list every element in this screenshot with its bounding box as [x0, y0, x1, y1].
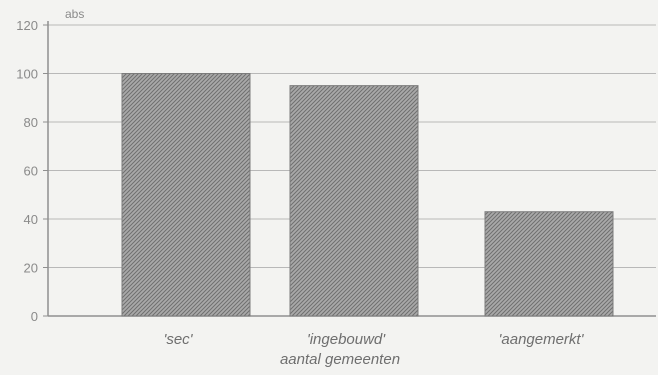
y-tick-label-120: 120 — [16, 18, 38, 33]
bars — [121, 73, 614, 317]
x-category-label-1: 'ingebouwd' — [307, 331, 386, 348]
y-tick-label-60: 60 — [24, 164, 38, 179]
labels: 0 20 40 60 80 100 120 abs 'sec' 'ingebouwd' 'aange… — [16, 7, 584, 368]
bar-0 — [121, 73, 251, 317]
y-axis-label: abs — [65, 7, 84, 21]
bar-1 — [289, 85, 419, 317]
y-tick-label-20: 20 — [24, 261, 38, 276]
x-category-label-2: 'aangemerkt' — [499, 331, 585, 348]
y-tick-label-100: 100 — [16, 67, 38, 82]
y-tick-label-0: 0 — [31, 309, 38, 324]
bar-2 — [484, 211, 614, 317]
y-tick-label-80: 80 — [24, 115, 38, 130]
x-category-label-0: 'sec' — [163, 331, 193, 348]
x-axis-label: aantal gemeenten — [280, 351, 400, 368]
y-tick-label-40: 40 — [24, 212, 38, 227]
